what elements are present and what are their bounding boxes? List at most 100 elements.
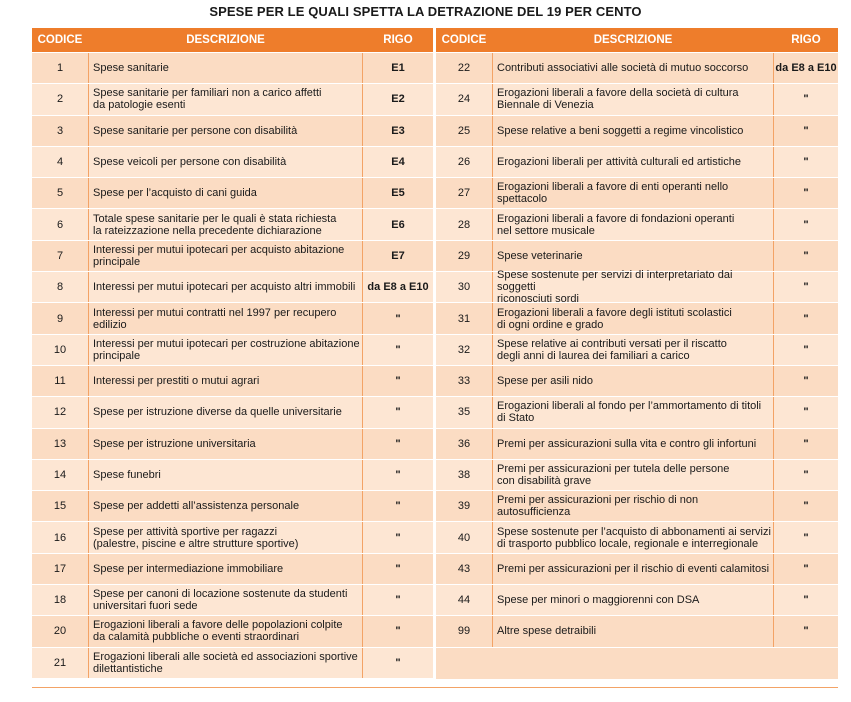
row-rigo: da E8 a E10 — [775, 62, 837, 75]
row-code: 21 — [32, 647, 89, 678]
row-description: Spese relative ai contributi versati per… — [493, 334, 774, 365]
table-row: 7 Interessi per mutui ipotecari per acqui… — [32, 240, 433, 273]
row-description: Spese per addetti all’assistenza persona… — [89, 491, 363, 522]
table-row: 27 Erogazioni liberali a favore di enti o… — [436, 178, 838, 210]
row-rigo: " — [803, 249, 809, 262]
row-description: Spese sanitarie — [89, 53, 363, 84]
row-code: 40 — [436, 522, 493, 553]
row-description: Erogazioni liberali a favore delle popol… — [89, 616, 363, 647]
row-rigo: " — [803, 562, 809, 575]
table-row: 38 Premi per assicurazioni per tutela del… — [436, 459, 838, 492]
table-row: 30 Spese sostenute per servizi di interpr… — [436, 269, 838, 305]
row-rigo: " — [803, 156, 809, 169]
row-description: Interessi per prestiti o mutui agrari — [89, 365, 363, 397]
row-description: Spese per istruzione universitaria — [89, 428, 363, 459]
table-row: 22 Contributi associativi alle società di… — [436, 53, 838, 85]
row-description: Spese per intermediazione immobiliare — [89, 553, 363, 585]
row-code: 1 — [32, 53, 89, 84]
row-rigo: E1 — [391, 62, 405, 75]
row-code: 17 — [32, 553, 89, 585]
row-code: 18 — [32, 585, 89, 616]
row-description: Erogazioni liberali a favore della socie… — [493, 84, 774, 115]
row-description: Erogazioni liberali a favore di fondazio… — [493, 209, 774, 240]
row-description: Premi per assicurazioni per tutela delle… — [493, 459, 774, 491]
row-code: 10 — [32, 334, 89, 365]
row-description: Altre spese detraibili — [493, 616, 774, 647]
row-rigo: " — [803, 343, 809, 356]
row-code: 27 — [436, 178, 493, 209]
table-row: 10 Interessi per mutui ipotecari per cost… — [32, 334, 433, 366]
table-row: 36 Premi per assicurazioni sulla vita e c… — [436, 428, 838, 460]
row-code: 9 — [32, 303, 89, 334]
table-row: 40 Spese sostenute per l’acquisto di abbo… — [436, 522, 838, 554]
deductions-table-right: CODICE DESCRIZIONE RIGO 22 Contributi ass… — [436, 28, 838, 679]
table-row: 35 Erogazioni liberali al fondo per l’amm… — [436, 397, 838, 429]
row-description: Spese per istruzione diverse da quelle u… — [89, 397, 363, 428]
row-code: 25 — [436, 115, 493, 146]
row-code: 43 — [436, 553, 493, 585]
row-rigo: " — [395, 625, 401, 638]
table-row: 8 Interessi per mutui ipotecari per acqui… — [32, 272, 433, 304]
row-description: Spese per minori o maggiorenni con DSA — [493, 585, 774, 616]
table-row: 26 Erogazioni liberali per attività cultu… — [436, 146, 838, 179]
row-rigo: " — [803, 375, 809, 388]
row-description: Spese per l’acquisto di cani guida — [89, 178, 363, 209]
row-rigo: " — [395, 437, 401, 450]
header-description: DESCRIZIONE — [186, 34, 265, 46]
row-code: 38 — [436, 459, 493, 491]
table-row: 12 Spese per istruzione diverse da quelle… — [32, 397, 433, 429]
row-rigo: " — [803, 437, 809, 450]
row-code: 30 — [436, 272, 493, 303]
row-rigo: " — [395, 594, 401, 607]
row-rigo: " — [803, 93, 809, 106]
table-row: 13 Spese per istruzione universitaria " — [32, 428, 433, 460]
table-row: 39 Premi per assicurazioni per rischio di… — [436, 491, 838, 523]
row-code: 16 — [32, 522, 89, 553]
row-rigo: " — [395, 343, 401, 356]
table-row: 20 Erogazioni liberali a favore delle pop… — [32, 616, 433, 648]
row-description: Interessi per mutui ipotecari per acquis… — [89, 272, 363, 303]
row-rigo: E4 — [391, 156, 405, 169]
row-description: Erogazioni liberali a favore degli istit… — [493, 303, 774, 334]
row-code: 32 — [436, 334, 493, 365]
row-rigo: E5 — [391, 187, 405, 200]
row-code: 24 — [436, 84, 493, 115]
table-row: 29 Spese veterinarie " — [436, 240, 838, 273]
header-rigo: RIGO — [383, 34, 413, 46]
table-row: 33 Spese per asili nido " — [436, 365, 838, 398]
table-row: 43 Premi per assicurazioni per il rischio… — [436, 553, 838, 586]
table-row: 21 Erogazioni liberali alle società ed as… — [32, 647, 433, 679]
row-rigo: " — [803, 406, 809, 419]
row-rigo: " — [395, 469, 401, 481]
row-code: 6 — [32, 209, 89, 240]
row-description: Erogazioni liberali alle società ed asso… — [89, 647, 363, 678]
row-rigo: " — [395, 562, 401, 575]
row-rigo: " — [803, 281, 809, 294]
row-rigo: " — [803, 594, 809, 607]
row-rigo: " — [803, 469, 809, 481]
row-description: Erogazioni liberali a favore di enti ope… — [493, 178, 774, 209]
row-code: 12 — [32, 397, 89, 428]
row-code: 31 — [436, 303, 493, 334]
row-description: Erogazioni liberali al fondo per l’ammor… — [493, 397, 774, 428]
row-code: 44 — [436, 585, 493, 616]
row-rigo: " — [395, 500, 401, 513]
row-code: 13 — [32, 428, 89, 459]
page-title: SPESE PER LE QUALI SPETTA LA DETRAZIONE … — [209, 4, 642, 19]
row-description: Spese per asili nido — [493, 365, 774, 397]
table-header: CODICE DESCRIZIONE RIGO — [436, 28, 838, 53]
row-description: Spese veterinarie — [493, 240, 774, 272]
table-row: 4 Spese veicoli per persone con disabilit… — [32, 146, 433, 179]
table-row: 3 Spese sanitarie per persone con disabil… — [32, 115, 433, 147]
row-rigo: E3 — [391, 124, 405, 137]
row-description: Premi per assicurazioni per il rischio d… — [493, 553, 774, 585]
row-description: Spese sostenute per servizi di interpret… — [493, 269, 774, 305]
row-rigo: " — [803, 124, 809, 137]
row-description: Spese veicoli per persone con disabilità — [89, 146, 363, 178]
row-description: Spese sanitarie per familiari non a cari… — [89, 84, 363, 115]
table-row: 31 Erogazioni liberali a favore degli ist… — [436, 303, 838, 335]
row-description: Premi per assicurazioni sulla vita e con… — [493, 428, 774, 459]
row-rigo: " — [395, 656, 401, 669]
row-description: Interessi per mutui ipotecari per acquis… — [89, 240, 363, 272]
table-header: CODICE DESCRIZIONE RIGO — [32, 28, 433, 53]
